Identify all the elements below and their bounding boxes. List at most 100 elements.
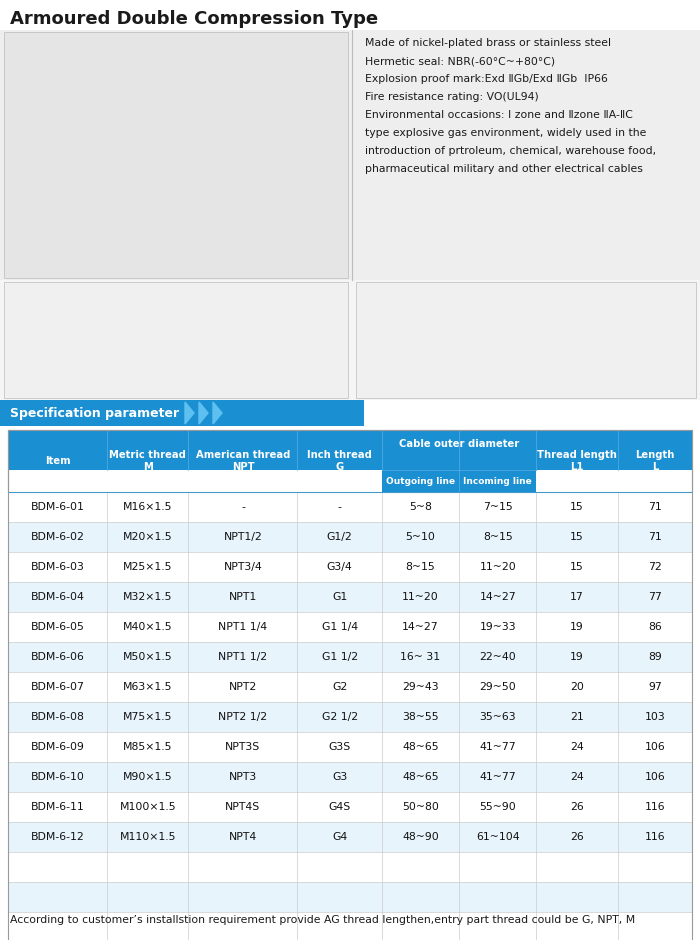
Text: NPT3S: NPT3S [225,742,260,752]
Text: 11~20: 11~20 [402,592,439,602]
Text: 106: 106 [645,742,665,752]
Bar [8,430,692,470]
Polygon shape [185,402,194,424]
Text: Thread length
L1: Thread length L1 [537,450,617,472]
Text: 15: 15 [570,502,584,512]
Text: G3/4: G3/4 [327,562,353,572]
Text: BDM-6-09: BDM-6-09 [31,742,85,752]
Text: G2 1/2: G2 1/2 [321,712,358,722]
Text: NPT3/4: NPT3/4 [223,562,262,572]
Text: BDM-6-08: BDM-6-08 [31,712,85,722]
Bar [8,792,692,822]
Text: -: - [241,502,245,512]
Text: BDM-6-10: BDM-6-10 [31,772,85,782]
Text: NPT3: NPT3 [229,772,257,782]
Text: 24: 24 [570,742,584,752]
Text: 15: 15 [570,562,584,572]
Text: Outgoing line: Outgoing line [386,477,455,485]
Text: M40×1.5: M40×1.5 [123,622,173,632]
Text: 41~77: 41~77 [480,742,516,752]
Text: Explosion proof mark:Exd ⅡGb/Exd ⅡGb  IP66: Explosion proof mark:Exd ⅡGb/Exd ⅡGb IP6… [365,74,608,84]
Bar [8,672,692,702]
Text: 8~15: 8~15 [405,562,435,572]
Text: M50×1.5: M50×1.5 [123,652,173,662]
Text: 11~20: 11~20 [480,562,516,572]
Text: 97: 97 [648,682,662,692]
Text: NPT2: NPT2 [229,682,257,692]
Text: Specification parameter: Specification parameter [10,406,179,419]
Text: NPT1 1/4: NPT1 1/4 [218,622,267,632]
Bar [8,852,692,882]
Bar [8,492,692,522]
Text: M110×1.5: M110×1.5 [120,832,176,842]
Text: introduction of prtroleum, chemical, warehouse food,: introduction of prtroleum, chemical, war… [365,146,656,156]
Text: NPT4S: NPT4S [225,802,260,812]
Polygon shape [213,402,222,424]
Text: 61~104: 61~104 [476,832,519,842]
Text: BDM-6-01: BDM-6-01 [31,502,85,512]
Text: 21: 21 [570,712,584,722]
Text: M75×1.5: M75×1.5 [123,712,172,722]
Text: 16~ 31: 16~ 31 [400,652,440,662]
Text: 48~65: 48~65 [402,772,439,782]
Bar [382,470,536,492]
Text: NPT1 1/2: NPT1 1/2 [218,652,267,662]
Text: NPT1: NPT1 [229,592,257,602]
Text: 116: 116 [645,802,665,812]
Text: -: - [337,502,342,512]
Text: 50~80: 50~80 [402,802,439,812]
Bar [0,280,700,400]
Text: G1 1/2: G1 1/2 [321,652,358,662]
Bar [4,32,348,278]
Text: 19: 19 [570,622,584,632]
Text: BDM-6-12: BDM-6-12 [31,832,85,842]
Text: NPT4: NPT4 [229,832,257,842]
Bar [0,400,364,426]
Text: BDM-6-06: BDM-6-06 [31,652,85,662]
Text: 71: 71 [648,532,662,542]
Text: 41~77: 41~77 [480,772,516,782]
Text: M20×1.5: M20×1.5 [123,532,173,542]
Text: 20: 20 [570,682,584,692]
Text: 26: 26 [570,802,584,812]
Text: Armoured Double Compression Type: Armoured Double Compression Type [10,10,378,28]
Text: 48~90: 48~90 [402,832,439,842]
Text: M16×1.5: M16×1.5 [123,502,172,512]
Text: Hermetic seal: NBR(-60°C~+80°C): Hermetic seal: NBR(-60°C~+80°C) [365,56,555,66]
Text: According to customer’s installstion requirement provide AG thread lengthen,entr: According to customer’s installstion req… [10,915,636,925]
Text: M63×1.5: M63×1.5 [123,682,172,692]
Text: M85×1.5: M85×1.5 [123,742,172,752]
Text: 26: 26 [570,832,584,842]
Text: 19: 19 [570,652,584,662]
Bar [8,822,692,852]
Text: 7~15: 7~15 [483,502,512,512]
Text: M32×1.5: M32×1.5 [123,592,172,602]
Bar [8,582,692,612]
Text: M100×1.5: M100×1.5 [120,802,176,812]
Text: G1/2: G1/2 [327,532,353,542]
Text: Item: Item [45,456,71,466]
Text: 8~15: 8~15 [483,532,512,542]
Bar [8,762,692,792]
Bar [8,732,692,762]
Text: 89: 89 [648,652,662,662]
Text: 103: 103 [645,712,665,722]
Text: Length
L: Length L [635,450,675,472]
Text: BDM-6-04: BDM-6-04 [31,592,85,602]
Text: BDM-6-02: BDM-6-02 [31,532,85,542]
Text: G3S: G3S [328,742,351,752]
Bar [8,882,692,912]
Text: 29~50: 29~50 [480,682,516,692]
Text: 71: 71 [648,502,662,512]
Text: 22~40: 22~40 [480,652,516,662]
Polygon shape [199,402,208,424]
Text: 77: 77 [648,592,662,602]
Text: Cable outer diameter: Cable outer diameter [399,439,519,449]
Bar [4,282,348,398]
Bar [8,912,692,940]
Text: G1: G1 [332,592,347,602]
Text: Fire resistance rating: VO(UL94): Fire resistance rating: VO(UL94) [365,92,539,102]
Text: BDM-6-07: BDM-6-07 [31,682,85,692]
Text: 24: 24 [570,772,584,782]
Bar [8,522,692,552]
